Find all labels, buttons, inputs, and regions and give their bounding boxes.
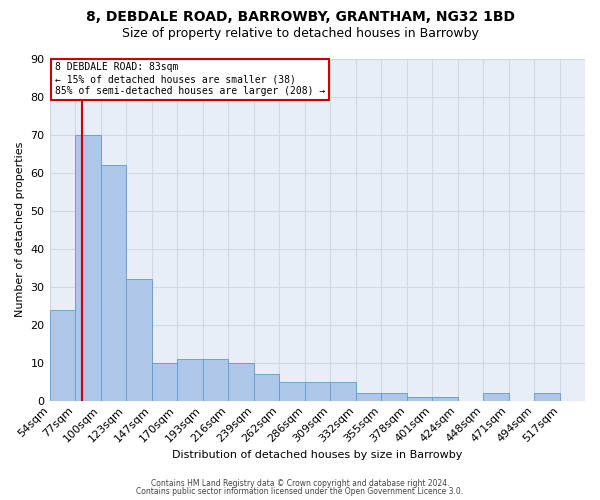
X-axis label: Distribution of detached houses by size in Barrowby: Distribution of detached houses by size … bbox=[172, 450, 463, 460]
Bar bbox=[203, 359, 228, 401]
Bar bbox=[534, 393, 560, 400]
Text: Size of property relative to detached houses in Barrowby: Size of property relative to detached ho… bbox=[122, 28, 478, 40]
Bar bbox=[50, 310, 75, 400]
Y-axis label: Number of detached properties: Number of detached properties bbox=[15, 142, 25, 318]
Bar bbox=[432, 397, 458, 400]
Bar bbox=[101, 166, 126, 400]
Bar bbox=[228, 362, 254, 401]
Bar bbox=[177, 359, 203, 401]
Text: Contains public sector information licensed under the Open Government Licence 3.: Contains public sector information licen… bbox=[136, 487, 464, 496]
Bar bbox=[254, 374, 279, 400]
Text: 8 DEBDALE ROAD: 83sqm
← 15% of detached houses are smaller (38)
85% of semi-deta: 8 DEBDALE ROAD: 83sqm ← 15% of detached … bbox=[55, 62, 325, 96]
Text: 8, DEBDALE ROAD, BARROWBY, GRANTHAM, NG32 1BD: 8, DEBDALE ROAD, BARROWBY, GRANTHAM, NG3… bbox=[86, 10, 515, 24]
Bar bbox=[305, 382, 330, 400]
Bar bbox=[279, 382, 305, 400]
Bar bbox=[483, 393, 509, 400]
Bar bbox=[152, 362, 177, 401]
Bar bbox=[126, 279, 152, 400]
Bar bbox=[330, 382, 356, 400]
Text: Contains HM Land Registry data © Crown copyright and database right 2024.: Contains HM Land Registry data © Crown c… bbox=[151, 478, 449, 488]
Bar bbox=[381, 393, 407, 400]
Bar bbox=[407, 397, 432, 400]
Bar bbox=[75, 135, 101, 400]
Bar bbox=[356, 393, 381, 400]
